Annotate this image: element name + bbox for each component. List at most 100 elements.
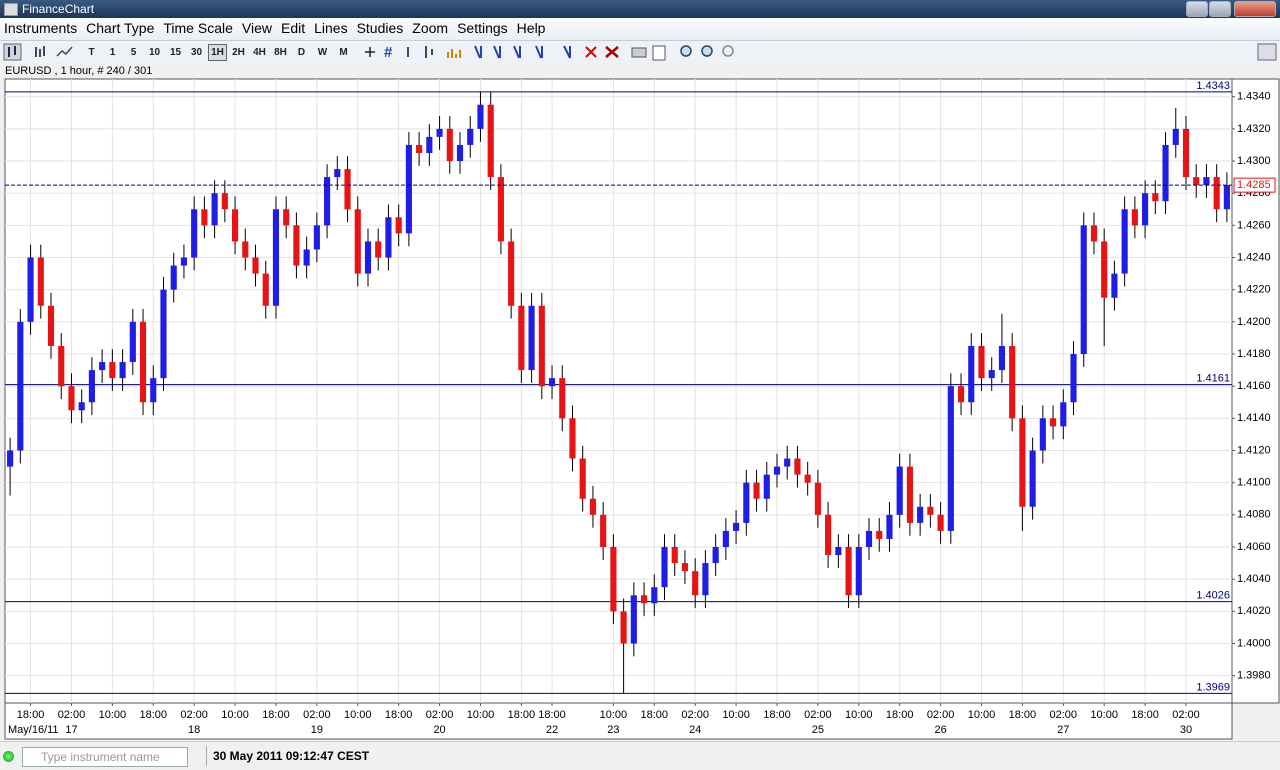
candle-body [47,305,55,346]
timeframe-button[interactable]: D [297,47,306,58]
candle-body [27,257,34,322]
candle-body [651,587,658,604]
timeframe-button[interactable]: W [317,47,328,58]
timeframe-button[interactable]: 10 [148,47,161,58]
menu-item[interactable]: Zoom [412,20,449,36]
search-placeholder: Type instrument name [41,750,160,764]
y-tick-label: 1.4180 [1237,348,1271,360]
level-label: 1.4026 [1196,590,1230,602]
tool-delete-all[interactable] [605,46,619,58]
menu-item[interactable]: Lines [314,20,348,36]
timeframe-button[interactable]: 4H [253,47,266,58]
timeframe-button[interactable]: 1H [208,44,227,61]
y-tick-label: 1.4320 [1237,123,1271,135]
tool-zoom-reset[interactable] [722,45,734,57]
maximize-button[interactable] [1209,1,1231,17]
tool-candles[interactable] [3,43,22,61]
tool-trendlines[interactable] [474,45,543,59]
menu-item[interactable]: Edit [280,20,306,36]
candle-body [1203,177,1210,186]
menu-item[interactable]: View [241,20,272,36]
menu-item[interactable]: Time Scale [163,20,233,36]
current-price-box [1233,177,1276,193]
date-label: 17 [65,724,77,736]
timeframe-button[interactable]: M [339,47,348,58]
candle-body [855,547,862,596]
x-tick-label: 02:00 [681,709,709,721]
panel-toggle[interactable] [1257,43,1277,61]
x-tick-label: 10:00 [1090,709,1118,721]
candle-body [569,418,576,459]
candle-body [988,370,995,379]
tool-zoom-in[interactable] [680,45,692,57]
close-button[interactable] [1234,1,1276,17]
y-tick-label: 1.4340 [1237,91,1271,103]
candle-body [324,177,331,226]
menu-item[interactable]: Instruments [4,20,78,36]
tool-line[interactable] [56,46,73,57]
tool-print[interactable] [631,47,647,58]
candle-body [375,241,382,258]
tool-grid[interactable]: # [384,44,393,61]
candle-body [681,563,689,572]
menu-item[interactable]: Studies [356,20,404,36]
candle-body [487,104,494,178]
candle-body [416,144,423,153]
candle-body [191,209,198,258]
candle-body [753,482,760,499]
instrument-search[interactable]: Type instrument name [22,747,188,767]
candle-body [876,530,883,539]
x-tick-label: 02:00 [58,709,86,721]
candle-body [538,305,545,387]
candle-body [1142,193,1149,226]
timeframe-button[interactable]: 2H [232,47,245,58]
candle-body [1223,185,1230,210]
date-label: May/16/11 [8,724,59,736]
timeframe-button[interactable]: 30 [190,47,203,58]
candle-body [845,547,852,596]
candle-body [1060,402,1067,427]
tool-bars[interactable] [35,46,45,57]
date-label: 22 [546,724,558,736]
y-tick-label: 1.4020 [1237,605,1271,617]
tool-delete[interactable] [585,46,597,58]
title-bar: FinanceChart [0,0,1280,18]
y-tick-label: 1.4080 [1237,509,1271,521]
x-tick-label: 18:00 [538,709,566,721]
timeframe-button[interactable]: 1 [109,47,116,58]
tool-crosshair[interactable] [365,47,375,57]
tool-zoom-out[interactable] [701,45,713,57]
tool-studies[interactable] [407,46,433,58]
timeframe-button[interactable]: 8H [274,47,287,58]
tool-fib[interactable] [563,45,571,59]
tool-preview[interactable] [652,45,666,61]
timeframe-button[interactable]: T [88,47,95,58]
minimize-button[interactable] [1186,1,1208,17]
timeframe-button[interactable]: 15 [169,47,182,58]
date-label: 19 [311,724,323,736]
y-tick-label: 1.4260 [1237,219,1271,231]
date-label: 26 [934,724,946,736]
candle-body [548,378,556,387]
menu-item[interactable]: Chart Type [86,20,155,36]
x-tick-label: 02:00 [927,709,955,721]
candle-body [722,530,729,547]
date-label: 24 [689,724,701,736]
timeframe-button[interactable]: 5 [130,47,137,58]
x-tick-label: 18:00 [763,709,791,721]
x-tick-label: 10:00 [467,709,495,721]
tool-volume[interactable] [447,49,461,58]
menu-item[interactable]: Help [516,20,546,36]
menu-item[interactable]: Settings [457,20,508,36]
candle-body [88,370,95,403]
x-tick-label: 02:00 [1172,709,1200,721]
candle-body [170,265,177,290]
candle-body [600,514,607,547]
candle-body [927,506,934,515]
candle-body [508,241,515,306]
candle-body [804,474,811,483]
candle-body [99,362,106,371]
candle-body [1039,418,1046,451]
toolbar-icons: # [3,43,1277,61]
date-label: 18 [188,724,200,736]
